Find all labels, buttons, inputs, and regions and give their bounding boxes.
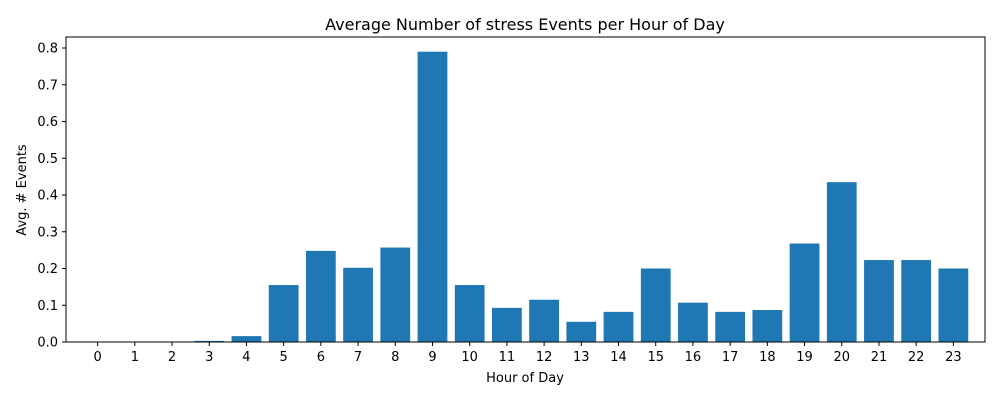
bar-hour-21 bbox=[864, 260, 894, 342]
x-tick-label: 13 bbox=[573, 350, 590, 365]
y-axis-label: Avg. # Events bbox=[15, 144, 30, 236]
y-tick-label: 0.0 bbox=[37, 336, 58, 351]
x-tick-label: 14 bbox=[610, 350, 627, 365]
y-tick-label: 0.5 bbox=[37, 152, 58, 167]
bar-hour-19 bbox=[789, 243, 820, 342]
bar-hour-7 bbox=[343, 267, 373, 342]
bar-hour-22 bbox=[901, 260, 932, 342]
bar-hour-4 bbox=[231, 336, 262, 342]
x-tick-label: 7 bbox=[354, 350, 362, 365]
x-axis-ticks: 0 1 2 3 4 5 6 7 8 9 10 11 12 13 14 15 16 17 18 19 20 21 22 23 bbox=[93, 342, 962, 365]
y-axis-ticks: 0.0 0.1 0.2 0.3 0.4 0.5 0.6 0.7 0.8 bbox=[37, 42, 66, 351]
bar-hour-14 bbox=[603, 311, 634, 342]
bar-hour-10 bbox=[454, 285, 485, 342]
x-tick-label: 6 bbox=[317, 350, 325, 365]
y-tick-label: 0.1 bbox=[37, 299, 58, 314]
x-tick-label: 0 bbox=[93, 350, 101, 365]
y-tick-label: 0.7 bbox=[37, 78, 58, 93]
bar-hour-8 bbox=[380, 247, 411, 342]
bar-hour-5 bbox=[268, 285, 299, 342]
x-tick-label: 17 bbox=[722, 350, 739, 365]
x-tick-label: 9 bbox=[428, 350, 436, 365]
y-tick-label: 0.3 bbox=[37, 225, 58, 240]
x-tick-label: 23 bbox=[945, 350, 962, 365]
x-tick-label: 3 bbox=[205, 350, 213, 365]
y-tick-label: 0.6 bbox=[37, 115, 58, 130]
plot-frame bbox=[65, 36, 986, 343]
x-tick-label: 19 bbox=[796, 350, 813, 365]
x-tick-label: 1 bbox=[131, 350, 139, 365]
bar-hour-9 bbox=[417, 51, 448, 343]
bar-hour-17 bbox=[715, 311, 746, 342]
x-tick-label: 2 bbox=[168, 350, 176, 365]
x-tick-label: 4 bbox=[242, 350, 250, 365]
bar-hour-11 bbox=[492, 307, 522, 342]
x-tick-label: 15 bbox=[647, 350, 664, 365]
x-axis-label: Hour of Day bbox=[486, 371, 564, 386]
x-tick-label: 21 bbox=[871, 350, 888, 365]
x-tick-label: 11 bbox=[499, 350, 516, 365]
bar-hour-16 bbox=[678, 302, 708, 342]
y-tick-label: 0.2 bbox=[37, 262, 58, 277]
x-tick-label: 20 bbox=[833, 350, 850, 365]
x-tick-label: 8 bbox=[391, 350, 399, 365]
y-tick-label: 0.4 bbox=[37, 189, 58, 204]
bar-hour-3 bbox=[194, 340, 225, 342]
bar-hour-15 bbox=[640, 268, 671, 342]
x-tick-label: 10 bbox=[461, 350, 478, 365]
bar-hour-23 bbox=[938, 268, 969, 342]
x-tick-label: 22 bbox=[908, 350, 925, 365]
bar-hour-6 bbox=[305, 250, 336, 342]
y-tick-label: 0.8 bbox=[37, 42, 58, 57]
bars-group bbox=[194, 51, 969, 343]
bar-hour-18 bbox=[752, 310, 783, 342]
bar-hour-13 bbox=[566, 321, 597, 342]
chart-title: Average Number of stress Events per Hour… bbox=[325, 15, 725, 34]
bar-hour-12 bbox=[529, 299, 559, 342]
x-tick-label: 5 bbox=[280, 350, 288, 365]
x-tick-label: 16 bbox=[685, 350, 702, 365]
x-tick-label: 12 bbox=[536, 350, 553, 365]
x-tick-label: 18 bbox=[759, 350, 776, 365]
bar-hour-20 bbox=[826, 182, 857, 342]
